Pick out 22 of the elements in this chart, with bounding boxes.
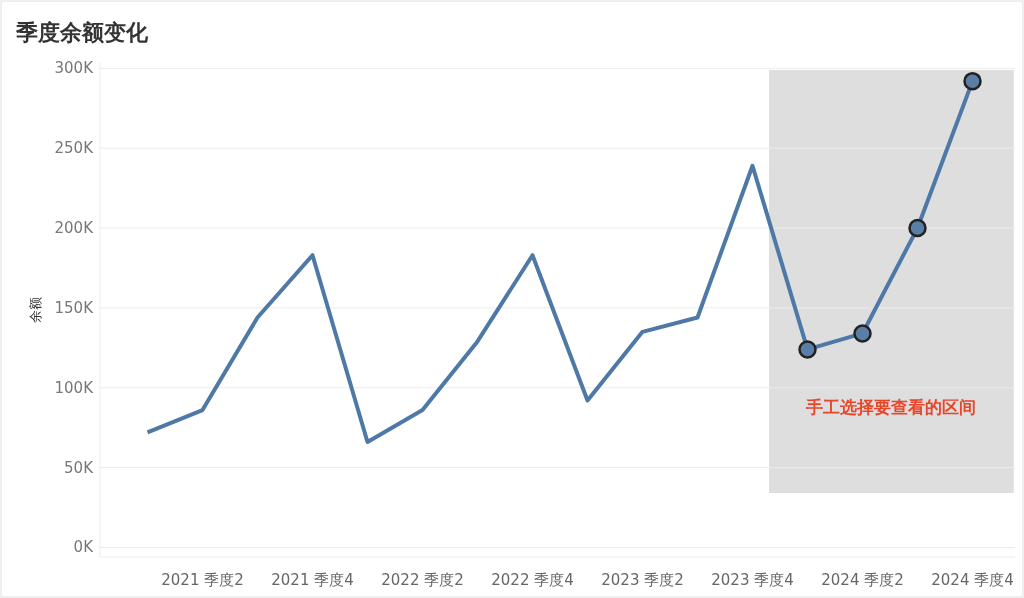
x-tick-label: 2024 季度4 <box>931 571 1014 589</box>
y-tick-label: 150K <box>54 298 95 317</box>
point <box>963 71 982 91</box>
y-tick-label: 250K <box>54 139 95 158</box>
annotation: 手工选择要查看的区间 <box>805 397 977 417</box>
point <box>798 340 817 359</box>
x-tick-label: 2024 季度2 <box>821 571 904 589</box>
point <box>853 324 872 343</box>
chart-title: 季度余额变化 <box>15 20 149 45</box>
y-tick-label: 300K <box>54 59 95 78</box>
y-tick-label: 0K <box>73 538 95 557</box>
y-tick-label: 200K <box>54 219 95 238</box>
point <box>908 218 927 238</box>
x-tick-label: 2022 季度4 <box>491 571 574 589</box>
x-tick-label: 2021 季度4 <box>271 571 354 589</box>
y-tick-label: 100K <box>54 378 95 397</box>
y-axis-title: 余额 <box>28 296 43 323</box>
y-tick-label: 50K <box>64 458 95 477</box>
x-tick-label: 2023 季度2 <box>601 571 684 589</box>
x-tick-label: 2023 季度4 <box>711 571 794 589</box>
x-tick-label: 2021 季度2 <box>161 571 244 589</box>
x-tick-label: 2022 季度2 <box>381 571 464 589</box>
